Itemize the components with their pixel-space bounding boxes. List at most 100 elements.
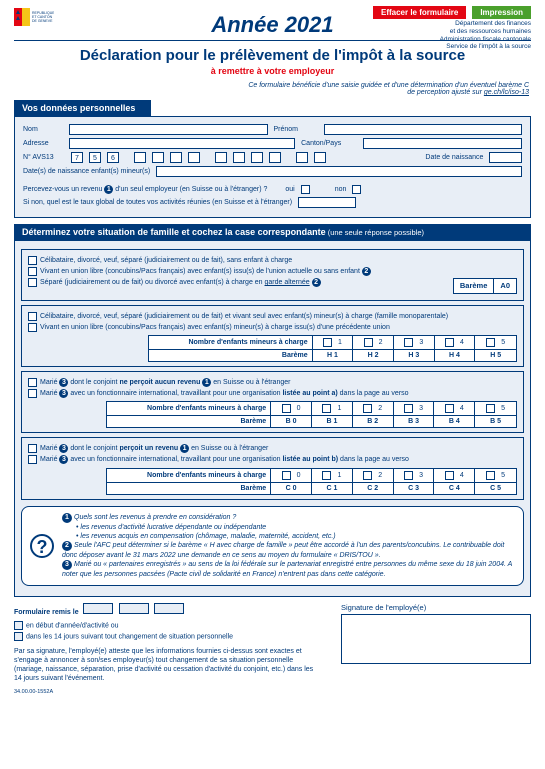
checkbox[interactable] bbox=[28, 256, 37, 265]
intro-link[interactable]: ge.ch/lc/iso-13 bbox=[484, 89, 529, 96]
avs-digit-input[interactable] bbox=[269, 152, 281, 163]
label-non: non bbox=[335, 186, 347, 193]
avs-digit-input[interactable] bbox=[233, 152, 245, 163]
col[interactable]: 4 bbox=[434, 469, 475, 482]
input-canton[interactable] bbox=[363, 138, 522, 149]
input-date-y[interactable] bbox=[154, 603, 184, 614]
checkbox[interactable] bbox=[28, 312, 37, 321]
checkbox[interactable] bbox=[28, 323, 37, 332]
input-enfants-dates[interactable] bbox=[156, 166, 522, 177]
info-icon[interactable]: 2 bbox=[362, 267, 371, 276]
checkbox[interactable] bbox=[28, 267, 37, 276]
option-text: Marié 3 dont le conjoint perçoit un reve… bbox=[40, 444, 268, 453]
section-header-personal: Vos données personnelles bbox=[14, 100, 151, 116]
avs-digit-input[interactable] bbox=[152, 152, 164, 163]
input-taux[interactable] bbox=[298, 197, 355, 208]
col[interactable]: 3 bbox=[394, 402, 435, 415]
avs-digit-input[interactable] bbox=[188, 152, 200, 163]
info-content: 1Quels sont les revenus à prendre en con… bbox=[62, 513, 515, 579]
code: C 2 bbox=[353, 483, 394, 494]
avs-digit-input[interactable] bbox=[296, 152, 308, 163]
avs-digit: 6 bbox=[107, 152, 119, 163]
input-prenom[interactable] bbox=[324, 124, 523, 135]
col[interactable]: 5 bbox=[475, 402, 516, 415]
family-section: Célibataire, divorcé, veuf, séparé (judi… bbox=[14, 240, 531, 597]
input-date-m[interactable] bbox=[119, 603, 149, 614]
checkbox[interactable] bbox=[28, 378, 37, 387]
col[interactable]: 1 bbox=[312, 469, 353, 482]
input-nom[interactable] bbox=[69, 124, 268, 135]
label-remis: Formulaire remis le bbox=[14, 609, 79, 616]
group-b: Marié 3 dont le conjoint ne perçoit aucu… bbox=[21, 371, 524, 433]
group-h: Célibataire, divorcé, veuf, séparé (judi… bbox=[21, 305, 524, 367]
label-prenom: Prénom bbox=[274, 126, 318, 133]
code: B 4 bbox=[434, 416, 475, 427]
avs-digit-input[interactable] bbox=[251, 152, 263, 163]
col[interactable]: 5 bbox=[475, 336, 516, 349]
code: C 5 bbox=[475, 483, 516, 494]
code: B 5 bbox=[475, 416, 516, 427]
col[interactable]: 3 bbox=[394, 469, 435, 482]
col[interactable]: 2 bbox=[353, 469, 394, 482]
checkbox[interactable] bbox=[28, 444, 37, 453]
info-icon[interactable]: 1 bbox=[202, 378, 211, 387]
col[interactable]: 0 bbox=[271, 402, 312, 415]
info-icon[interactable]: 2 bbox=[312, 278, 321, 287]
checkbox-oui[interactable] bbox=[301, 185, 310, 194]
dept-line: et des ressources humaines bbox=[440, 28, 531, 36]
code: B 3 bbox=[394, 416, 435, 427]
avs-digit: 5 bbox=[89, 152, 101, 163]
checkbox-14j[interactable] bbox=[14, 632, 23, 641]
label-naissance: Date de naissance bbox=[425, 154, 483, 161]
info-icon[interactable]: 1 bbox=[104, 185, 113, 194]
label-adresse: Adresse bbox=[23, 140, 63, 147]
col[interactable]: 2 bbox=[353, 402, 394, 415]
checkbox[interactable] bbox=[28, 389, 37, 398]
label-oui: oui bbox=[285, 186, 294, 193]
code: C 1 bbox=[312, 483, 353, 494]
bottom-section: Formulaire remis le en début d'année/d'a… bbox=[14, 603, 531, 683]
checkbox-debut[interactable] bbox=[14, 621, 23, 630]
num-icon: 2 bbox=[62, 541, 72, 551]
info-icon[interactable]: 1 bbox=[180, 444, 189, 453]
col[interactable]: 4 bbox=[434, 402, 475, 415]
canton-logo: REPUBLIQUE ET CANTON DE GENEVE bbox=[14, 8, 54, 44]
checkbox[interactable] bbox=[28, 455, 37, 464]
col[interactable]: 0 bbox=[271, 469, 312, 482]
intro-line: Ce formulaire bénéficie d'une saisie gui… bbox=[248, 82, 529, 89]
checkbox[interactable] bbox=[28, 278, 37, 287]
table-b: Nombre d'enfants mineurs à charge 0 1 2 … bbox=[106, 401, 517, 428]
print-button[interactable]: Impression bbox=[472, 6, 531, 19]
erase-button[interactable]: Effacer le formulaire bbox=[373, 6, 466, 19]
avs-digit-input[interactable] bbox=[170, 152, 182, 163]
table-c: Nombre d'enfants mineurs à charge 0 1 2 … bbox=[106, 468, 517, 495]
input-date-d[interactable] bbox=[83, 603, 113, 614]
code: H 2 bbox=[353, 350, 394, 361]
top-buttons: Effacer le formulaire Impression bbox=[369, 6, 531, 19]
avs-digit: 7 bbox=[71, 152, 83, 163]
bottom-right: Signature de l'employé(e) bbox=[341, 603, 531, 683]
department-block: Département des finances et des ressourc… bbox=[440, 20, 531, 51]
option-text: Célibataire, divorcé, veuf, séparé (judi… bbox=[40, 256, 292, 265]
avs-digit-input[interactable] bbox=[134, 152, 146, 163]
input-adresse[interactable] bbox=[69, 138, 295, 149]
col[interactable]: 5 bbox=[475, 469, 516, 482]
avs-digit-input[interactable] bbox=[215, 152, 227, 163]
checkbox-non[interactable] bbox=[352, 185, 361, 194]
col[interactable]: 4 bbox=[435, 336, 476, 349]
col[interactable]: 1 bbox=[312, 402, 353, 415]
label-canton: Canton/Pays bbox=[301, 140, 357, 147]
col[interactable]: 3 bbox=[394, 336, 435, 349]
code: H 5 bbox=[475, 350, 516, 361]
col[interactable]: 1 bbox=[313, 336, 354, 349]
bareme-a0: BarèmeA0 bbox=[453, 278, 517, 294]
signature-box[interactable] bbox=[341, 614, 531, 664]
label-avs: N° AVS13 bbox=[23, 154, 65, 161]
bottom-left: Formulaire remis le en début d'année/d'a… bbox=[14, 603, 321, 683]
section-header-family: Déterminez votre situation de famille et… bbox=[14, 224, 531, 240]
avs-digit-input[interactable] bbox=[314, 152, 326, 163]
num-icon: 3 bbox=[62, 560, 72, 570]
col[interactable]: 2 bbox=[353, 336, 394, 349]
option-text: dans les 14 jours suivant tout changemen… bbox=[26, 634, 233, 641]
input-naissance[interactable] bbox=[489, 152, 522, 163]
